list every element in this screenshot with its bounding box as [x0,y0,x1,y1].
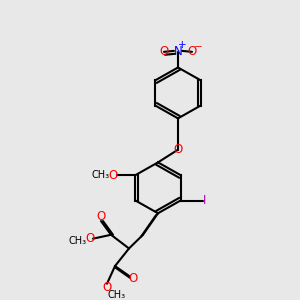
Text: O: O [85,232,94,245]
Text: O: O [102,281,112,294]
Text: I: I [203,194,206,207]
Text: O: O [188,45,196,58]
Text: O: O [109,169,118,182]
Text: CH₃: CH₃ [69,236,87,246]
Text: −: − [194,42,202,52]
Text: O: O [173,143,183,156]
Text: O: O [96,210,106,223]
Text: CH₃: CH₃ [92,170,110,180]
Text: N: N [174,45,182,58]
Text: O: O [159,45,169,58]
Text: CH₃: CH₃ [108,290,126,300]
Text: +: + [178,40,186,50]
Text: O: O [128,272,138,285]
